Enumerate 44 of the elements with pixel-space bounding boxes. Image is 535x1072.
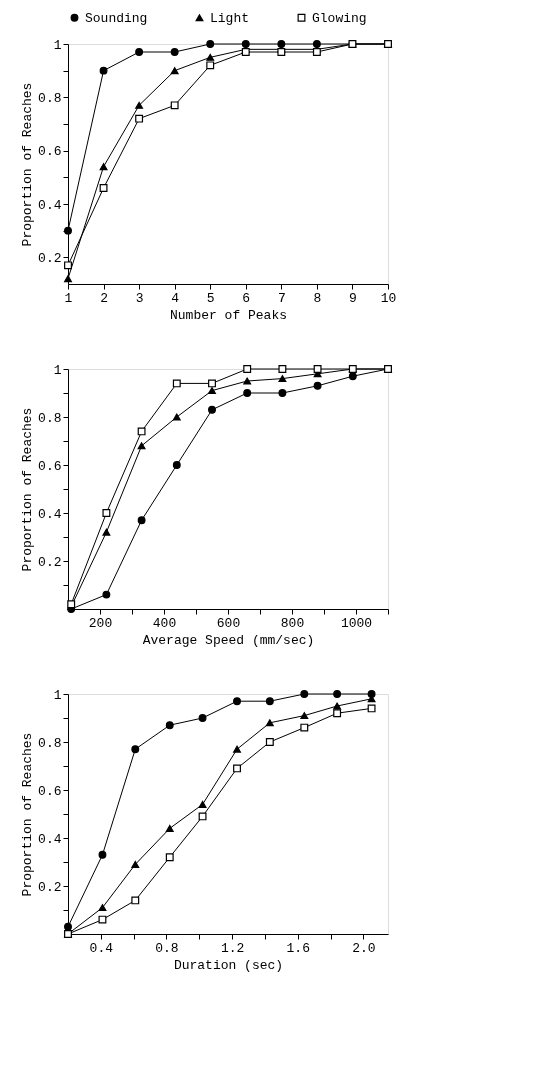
x-tick-label: 6 [242, 290, 251, 306]
x-tick-label: 2 [100, 290, 108, 306]
x-tick-label: 800 [280, 615, 305, 631]
y-tick-label: 0.6 [38, 783, 62, 799]
x-tick-label: 600 [216, 615, 241, 631]
x-tick-label: 3 [135, 290, 144, 306]
y-tick-label: 1 [53, 687, 62, 703]
y-tick-label: 0.8 [38, 735, 62, 751]
y-tick-label: 1 [53, 362, 62, 378]
x-tick-label: 1.6 [286, 940, 310, 956]
y-tick-label: 0.2 [38, 554, 62, 570]
y-axis-title: Proportion of Reaches [20, 407, 36, 572]
y-tick-label: 0.4 [38, 506, 62, 522]
y-axis-title: Proportion of Reaches [20, 82, 36, 247]
y-tick-label: 0.6 [38, 458, 62, 474]
x-tick-label: 1 [64, 290, 73, 306]
x-tick-label: 0.8 [155, 940, 179, 956]
y-tick-label: 0.6 [38, 144, 62, 160]
y-tick-label: 0.8 [38, 90, 62, 106]
x-tick-label: 400 [152, 615, 177, 631]
x-tick-label: 200 [88, 615, 113, 631]
x-tick-label: 1000 [340, 615, 373, 631]
legend-label: Sounding [85, 10, 148, 26]
x-axis-title: Number of Peaks [169, 307, 288, 323]
x-axis-title: Duration (sec) [173, 957, 284, 973]
x-axis-title: Average Speed (mm/sec) [142, 632, 315, 648]
y-axis-title: Proportion of Reaches [20, 732, 36, 897]
x-tick-label: 2.0 [352, 940, 376, 956]
x-tick-label: 9 [349, 290, 357, 306]
y-tick-label: 0.4 [38, 831, 62, 847]
x-tick-label: 1.2 [220, 940, 245, 956]
legend-label: Glowing [312, 10, 367, 26]
x-tick-label: 4 [171, 290, 180, 306]
y-tick-label: 0.8 [38, 410, 62, 426]
legend-label: Light [210, 10, 250, 26]
x-tick-label: 10 [380, 290, 397, 306]
x-tick-label: 8 [313, 290, 322, 306]
y-tick-label: 1 [53, 37, 62, 53]
y-tick-label: 0.2 [38, 250, 62, 266]
y-tick-label: 0.2 [38, 879, 62, 895]
x-tick-label: 7 [277, 290, 286, 306]
x-tick-label: 0.4 [89, 940, 114, 956]
x-tick-label: 5 [206, 290, 215, 306]
y-tick-label: 0.4 [38, 197, 62, 213]
